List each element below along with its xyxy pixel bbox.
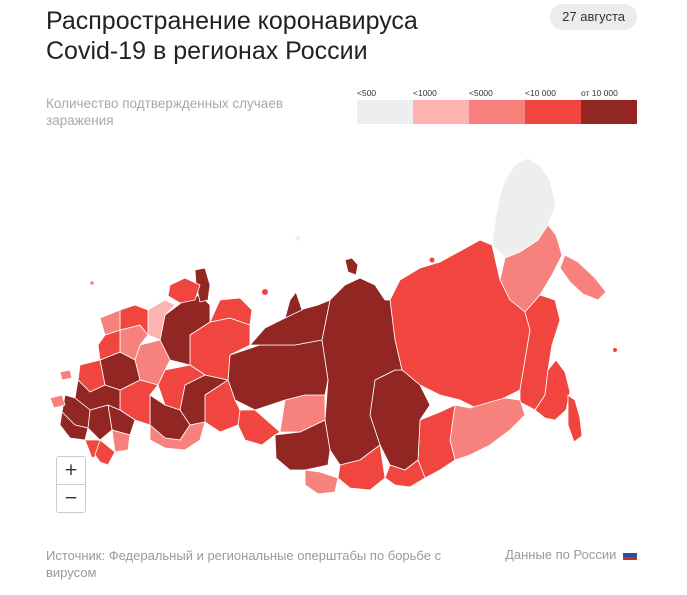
legend-label-lt10000: <10 000 [525,88,556,98]
region-omsk[interactable] [237,409,281,446]
region-murmansk[interactable] [167,277,201,304]
region-kamchatka[interactable] [559,254,607,301]
source-note: Источник: Федеральный и региональные опе… [46,548,442,580]
region-amur[interactable] [449,397,526,461]
date-badge: 27 августа [550,4,637,30]
russia-regions-map[interactable] [0,140,687,510]
region-kaliningrad[interactable] [59,369,73,381]
legend-label-lt500: <500 [357,88,377,98]
legend-swatch-lt10000 [525,100,581,124]
region-tyva[interactable] [337,444,386,491]
region-nenets[interactable] [209,297,253,326]
region-sakhalin[interactable] [567,394,583,443]
legend-swatch-gte10000 [581,100,637,124]
russia-flag-icon [623,550,637,560]
region-yamal[interactable] [249,299,331,346]
region-tyumen[interactable] [204,379,241,433]
russia-data-link-label: Данные по России [505,547,617,562]
color-legend: <500 <1000 <5000 <10 000 от 10 000 [357,88,637,124]
legend-item-lt5000: <5000 [469,88,525,124]
legend-item-lt10000: <10 000 [525,88,581,124]
legend-label-lt5000: <5000 [469,88,493,98]
legend-item-gte10000: от 10 000 [581,88,637,124]
region-pskov[interactable] [99,309,121,336]
legend-label-gte10000: от 10 000 [581,88,618,98]
zoom-in-button[interactable]: + [63,460,79,480]
region-yamal-peninsula[interactable] [284,291,303,319]
region-island-3[interactable] [90,281,94,285]
region-astrakhan[interactable] [111,429,131,453]
zoom-out-button[interactable]: − [57,484,85,512]
region-dagestan[interactable] [94,439,116,466]
region-island-4[interactable] [613,348,617,352]
region-taymyr-islands[interactable] [344,257,359,276]
page-title: Распространение коронавируса Covid-19 в … [46,7,418,65]
legend-label-lt1000: <1000 [413,88,437,98]
region-primorye[interactable] [534,359,571,421]
region-orenburg[interactable] [149,421,206,451]
region-volgograd[interactable] [87,404,113,441]
region-island-1[interactable] [295,235,301,241]
region-zabaykalsky[interactable] [417,404,456,479]
russia-data-link[interactable]: Данные по России [505,547,637,562]
region-island-2[interactable] [429,257,435,263]
legend-swatch-lt5000 [469,100,525,124]
map-svg[interactable] [0,140,687,510]
legend-swatch-lt1000 [413,100,469,124]
region-altai[interactable] [304,469,339,495]
region-perm[interactable] [157,364,206,411]
region-island-5[interactable] [262,289,268,295]
region-crimea[interactable] [49,394,66,409]
legend-subtitle: Количество подтвержденных случаев зараже… [46,96,283,128]
legend-item-lt500: <500 [357,88,413,124]
legend-item-lt1000: <1000 [413,88,469,124]
zoom-controls: + − [56,456,86,513]
region-buryatia[interactable] [384,459,426,488]
legend-swatch-lt500 [357,100,413,124]
